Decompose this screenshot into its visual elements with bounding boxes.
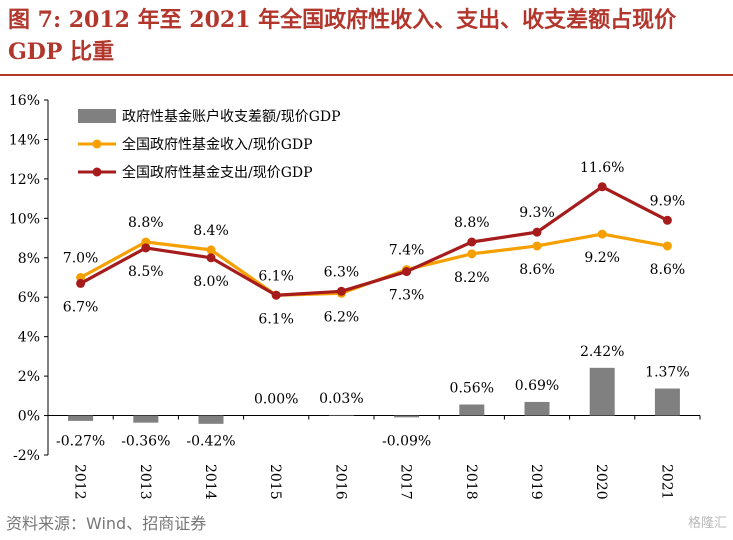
expenditure-data-label: 8.5% [128,264,164,280]
income-data-label: 6.2% [324,309,360,325]
legend-expenditure-marker [92,167,102,177]
y-tick-label: 2% [18,369,40,385]
income-point [597,229,607,239]
expenditure-data-label: 6.7% [63,299,99,315]
x-tick-label: 2013 [137,464,153,500]
expenditure-point [402,267,412,277]
title-divider [0,74,733,76]
bar-data-label: 0.00% [254,392,298,408]
expenditure-point [597,182,607,192]
bar-data-label: -0.36% [121,434,170,450]
expenditure-data-label: 8.8% [454,215,490,231]
legend-bar-swatch [78,109,116,123]
x-tick-label: 2017 [398,464,414,500]
income-point [532,241,542,251]
bar [654,388,680,416]
bar-data-label: 0.69% [515,378,559,394]
chart-area: -2% 0% 2% 4% 6% 8% 10% 12% 14% 16% 2012 2013 2014 201… [9,93,701,500]
x-tick-label: 2018 [463,464,479,500]
y-tick-label: 12% [9,172,40,188]
bar [589,367,615,416]
income-data-label: 9.2% [584,250,620,266]
income-data-label: 6.1% [258,311,294,327]
bar-data-label: 0.03% [319,391,363,407]
source-note: 资料来源：Wind、招商证券 [6,514,207,533]
x-tick-label: 2016 [332,464,348,500]
income-point [662,241,672,251]
y-tick-label: 8% [18,251,40,267]
x-tick-label: 2021 [658,464,674,500]
bar [198,415,224,424]
bar-data-label: 0.56% [450,381,494,397]
expenditure-point [271,290,281,300]
x-tick-label: 2012 [72,464,88,500]
expenditure-data-label: 8.0% [193,274,229,290]
income-data-label: 8.4% [193,223,229,239]
bar-data-label: 1.37% [645,365,689,381]
expenditure-data-label: 9.9% [650,193,686,209]
expenditure-data-label: 6.3% [324,264,360,280]
income-data-label: 8.6% [650,262,686,278]
expenditure-line [79,185,669,297]
y-tick-label: 14% [9,132,40,148]
expenditure-point [662,215,672,225]
chart-title: 图 7: 2012 年至 2021 年全国政府性收入、支出、收支差额占现价 GD… [8,7,677,65]
expenditure-point [76,278,86,288]
income-data-label: 8.2% [454,270,490,286]
bar [459,404,485,416]
expenditure-point [336,286,346,296]
expenditure-data-label: 7.3% [389,288,425,304]
income-data-label: 7.4% [389,243,425,259]
bar [68,415,94,421]
bar-data-label: 2.42% [580,344,624,360]
bar [524,401,550,416]
y-tick-label: 0% [18,409,40,425]
legend-income-label: 全国政府性基金收入/现价GDP [122,136,313,153]
y-tick-label: -2% [13,448,40,464]
expenditure-point [206,253,216,263]
bar-data-label: -0.27% [56,434,105,450]
income-line [79,232,668,297]
income-data-label: 8.8% [128,215,164,231]
bar [328,414,354,416]
y-tick-label: 6% [18,290,40,306]
expenditure-data-label: 6.1% [258,268,294,284]
expenditure-point [467,237,477,247]
x-tick-label: 2019 [528,464,544,500]
y-tick-label: 10% [9,211,40,227]
expenditure-point [532,227,542,237]
x-tick-label: 2015 [267,464,283,500]
income-point [206,245,216,255]
y-tick-label: 4% [18,330,40,346]
bar [133,415,159,423]
expenditure-data-label: 11.6% [580,160,624,176]
legend-income-marker [92,139,102,149]
y-tick-label: 16% [9,93,40,109]
x-tick-label: 2014 [202,464,218,500]
x-tick-label: 2020 [593,464,609,500]
bar-data-label: -0.09% [382,434,431,450]
income-data-label: 7.0% [63,251,99,267]
income-point [467,249,477,259]
legend-bar-label: 政府性基金账户收支差额/现价GDP [122,108,341,125]
bar-data-label: -0.42% [186,434,235,450]
bar [394,415,420,418]
expenditure-data-label: 9.3% [519,205,555,221]
expenditure-point [141,243,151,253]
legend-expenditure-label: 全国政府性基金支出/现价GDP [122,164,313,181]
watermark-logo: 格隆汇 [687,516,727,531]
income-data-label: 8.6% [519,262,555,278]
